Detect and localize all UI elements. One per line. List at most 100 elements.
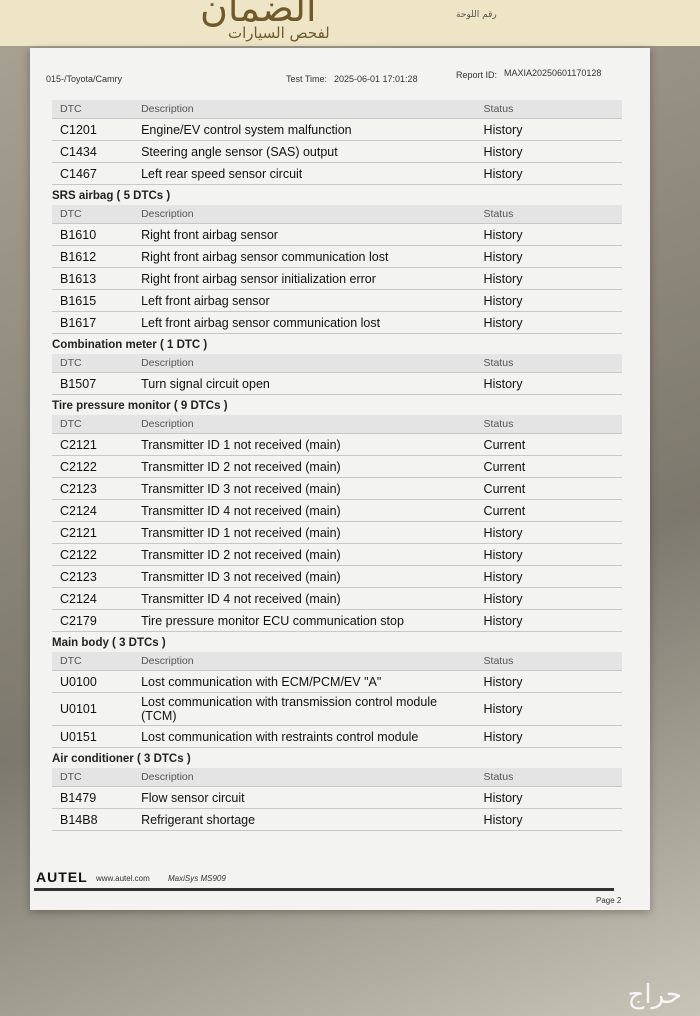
dtc-code: B1617 xyxy=(60,315,97,330)
dtc-row: C2122 Transmitter ID 2 not received (main… xyxy=(52,456,622,478)
dtc-row: C2123 Transmitter ID 3 not received (main… xyxy=(52,478,622,500)
dtc-code: C1467 xyxy=(60,166,97,181)
description: Right front airbag sensor xyxy=(141,227,278,242)
description: Transmitter ID 3 not received (main) xyxy=(141,481,341,496)
description: Transmitter ID 3 not received (main) xyxy=(141,569,341,584)
dtc-code: U0101 xyxy=(60,702,97,716)
status: Current xyxy=(483,503,526,518)
dtc-code: C2179 xyxy=(60,613,97,628)
dtc-row: B1615 Left front airbag sensor History xyxy=(52,290,622,312)
status: History xyxy=(483,525,523,540)
column-header: Status xyxy=(483,208,514,220)
dtc-row: B1610 Right front airbag sensor History xyxy=(52,224,622,246)
status: History xyxy=(483,315,523,330)
dtc-row: C2123 Transmitter ID 3 not received (main… xyxy=(52,566,622,588)
status: History xyxy=(483,122,523,137)
footer-rule xyxy=(34,888,614,891)
status: History xyxy=(483,591,523,606)
dtc-code: U0151 xyxy=(60,729,97,744)
dtc-row: C2121 Transmitter ID 1 not received (main… xyxy=(52,522,622,544)
vehicle: 015-/Toyota/Camry xyxy=(46,74,123,84)
model: MaxiSys MS909 xyxy=(168,874,226,883)
section-title: Main body ( 3 DTCs ) xyxy=(52,637,166,649)
header-row: DTC Description Status xyxy=(52,415,622,434)
status: History xyxy=(483,790,523,805)
description: Turn signal circuit open xyxy=(141,376,270,391)
status: Current xyxy=(483,437,526,452)
header-row: DTC Description Status xyxy=(52,768,622,787)
description: Transmitter ID 2 not received (main) xyxy=(141,459,341,474)
dtc-row: B1507 Turn signal circuit open History xyxy=(52,373,622,395)
description: Left front airbag sensor xyxy=(141,293,270,308)
column-header: Status xyxy=(483,771,514,783)
section-title: SRS airbag ( 5 DTCs ) xyxy=(52,190,171,202)
status: History xyxy=(483,613,523,628)
letterhead: الضمان لفحص السيارات رقم اللوحة xyxy=(0,0,700,46)
dtc-code: C2124 xyxy=(60,591,97,606)
dtc-code: B14B8 xyxy=(60,812,98,827)
logo-subtitle: لفحص السيارات xyxy=(228,24,330,42)
dtc-row: C2124 Transmitter ID 4 not received (main… xyxy=(52,588,622,610)
status: History xyxy=(483,376,523,391)
dtc-row: B14B8 Refrigerant shortage History xyxy=(52,809,622,831)
header-row: DTC Description Status xyxy=(52,205,622,224)
status: History xyxy=(483,729,523,744)
header-row: DTC Description Status xyxy=(52,354,622,373)
brand: AUTEL xyxy=(36,869,88,885)
status: History xyxy=(483,293,523,308)
description: Tire pressure monitor ECU communication … xyxy=(141,613,404,628)
dtc-code: C2123 xyxy=(60,481,97,496)
dtc-row: B1479 Flow sensor circuit History xyxy=(52,787,622,809)
status: History xyxy=(483,271,523,286)
status: History xyxy=(483,702,523,716)
section-title: Combination meter ( 1 DTC ) xyxy=(52,339,208,351)
dtc-code: C2122 xyxy=(60,547,97,562)
dtc-row: C2179 Tire pressure monitor ECU communica… xyxy=(52,610,622,632)
description: Flow sensor circuit xyxy=(141,790,245,805)
column-header: DTC xyxy=(60,208,82,220)
status: History xyxy=(483,144,523,159)
status: Current xyxy=(483,459,526,474)
description: Transmitter ID 2 not received (main) xyxy=(141,547,341,562)
column-header: Description xyxy=(141,655,194,667)
dtc-row: U0101 Lost communication with transmissio… xyxy=(52,693,622,726)
dtc-row: U0151 Lost communication with restraints … xyxy=(52,726,622,748)
status: History xyxy=(483,249,523,264)
column-header: Description xyxy=(141,103,194,115)
test-time-label: Test Time: xyxy=(286,74,328,84)
report-page: 015-/Toyota/Camry Test Time: 2025-06-01 … xyxy=(30,48,650,910)
header-row: DTC Description Status xyxy=(52,652,622,671)
watermark: حراج xyxy=(627,980,682,1010)
dtc-row: C1467 Left rear speed sensor circuit Histo… xyxy=(52,163,622,185)
dtc-code: B1507 xyxy=(60,376,97,391)
logo: الضمان xyxy=(200,0,317,30)
status: History xyxy=(483,547,523,562)
column-header: Description xyxy=(141,771,194,783)
dtc-row: C1434 Steering angle sensor (SAS) output H… xyxy=(52,141,622,163)
header-row: DTC Description Status xyxy=(52,100,622,119)
dtc-row: C1201 Engine/EV control system malfunctio… xyxy=(52,119,622,141)
status: History xyxy=(483,166,523,181)
page-number: Page 2 xyxy=(596,896,622,905)
column-header: Description xyxy=(141,357,194,369)
dtc-code: B1612 xyxy=(60,249,97,264)
dtc-code: C1201 xyxy=(60,122,97,137)
dtc-code: C2121 xyxy=(60,437,97,452)
section-title: Air conditioner ( 3 DTCs ) xyxy=(52,753,191,765)
status: Current xyxy=(483,481,526,496)
dtc-row: C2122 Transmitter ID 2 not received (main… xyxy=(52,544,622,566)
status: History xyxy=(483,227,523,242)
dtc-code: B1615 xyxy=(60,293,97,308)
report-id-label: Report ID: xyxy=(456,70,498,80)
column-header: DTC xyxy=(60,357,82,369)
column-header: Description xyxy=(141,208,194,220)
dtc-code: C2121 xyxy=(60,525,97,540)
test-time: 2025-06-01 17:01:28 xyxy=(334,74,418,84)
column-header: Status xyxy=(483,103,514,115)
dtc-code: B1613 xyxy=(60,271,97,286)
dtc-row: B1617 Left front airbag sensor communicat… xyxy=(52,312,622,334)
description: Right front airbag sensor communication … xyxy=(141,249,389,264)
status: History xyxy=(483,812,523,827)
section-title: Tire pressure monitor ( 9 DTCs ) xyxy=(52,400,228,412)
